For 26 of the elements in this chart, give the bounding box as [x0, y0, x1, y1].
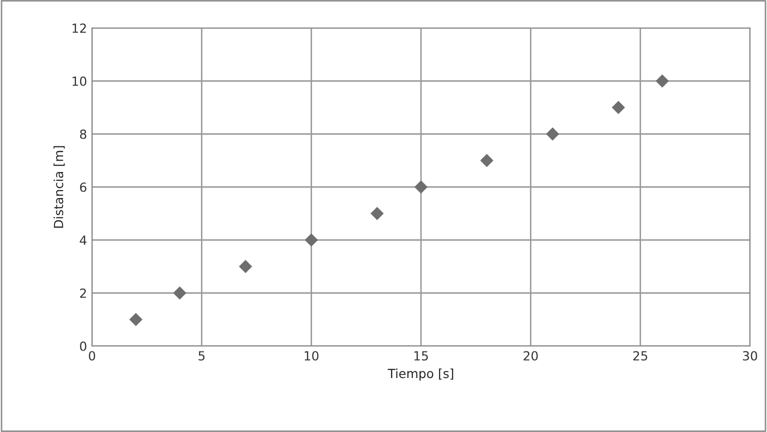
y-tick-label: 10 — [72, 76, 86, 86]
y-tick-label: 12 — [72, 23, 86, 33]
x-tick-label: 15 — [414, 351, 428, 361]
y-tick-label: 8 — [80, 129, 86, 139]
x-tick-label: 10 — [304, 351, 318, 361]
point — [414, 180, 428, 194]
y-axis-title: Distancia [m] — [54, 146, 65, 228]
x-tick-label: 20 — [524, 351, 538, 361]
x-tick-label: 5 — [198, 351, 205, 361]
x-tick-label: 0 — [88, 351, 96, 361]
x-tick-label: 25 — [633, 351, 648, 361]
point — [612, 100, 625, 114]
y-tick-label: 0 — [80, 341, 86, 351]
x-tick-label: 30 — [743, 351, 758, 361]
point — [238, 260, 252, 274]
point — [656, 74, 669, 88]
point — [304, 233, 318, 247]
point — [370, 206, 384, 220]
y-tick-label: 4 — [80, 236, 86, 245]
x-axis-title: Tiempo [s] — [388, 368, 454, 381]
point — [129, 312, 142, 326]
y-tick-label: 6 — [80, 182, 86, 192]
point — [173, 286, 186, 300]
point — [546, 127, 560, 141]
point — [480, 154, 494, 168]
y-tick-label: 2 — [80, 288, 86, 298]
